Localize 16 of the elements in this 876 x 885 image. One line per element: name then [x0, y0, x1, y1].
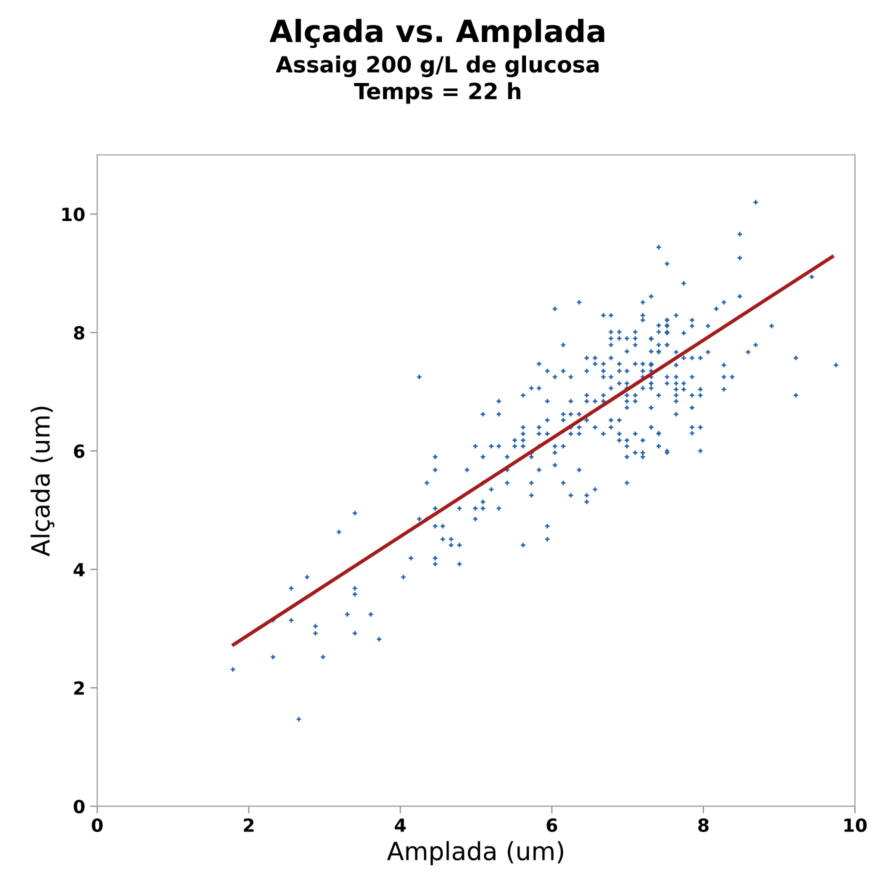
y-tick-label: 6 — [74, 444, 84, 458]
y-tick-label: 4 — [74, 563, 85, 576]
chart-title: Alçada vs. Amplada — [270, 18, 604, 48]
x-tick-label: 6 — [546, 818, 558, 832]
x-tick-label: 4 — [394, 818, 406, 832]
x-tick-label: 8 — [698, 818, 709, 832]
y-tick-label: 8 — [74, 326, 84, 340]
x-tick-label: 2 — [244, 818, 254, 832]
y-axis-title: Alçada (um) — [30, 406, 54, 556]
x-axis-title: Amplada (um) — [387, 841, 564, 866]
y-tick-label: 2 — [74, 681, 84, 695]
x-tick-label: 10 — [844, 818, 867, 832]
y-tick-label: 10 — [62, 208, 85, 222]
chart-subtitle: Assaig 200 g/L de glucosa Temps = 22 h — [276, 56, 599, 104]
y-tick-label: 0 — [74, 800, 85, 814]
x-tick-label: 0 — [92, 818, 103, 832]
